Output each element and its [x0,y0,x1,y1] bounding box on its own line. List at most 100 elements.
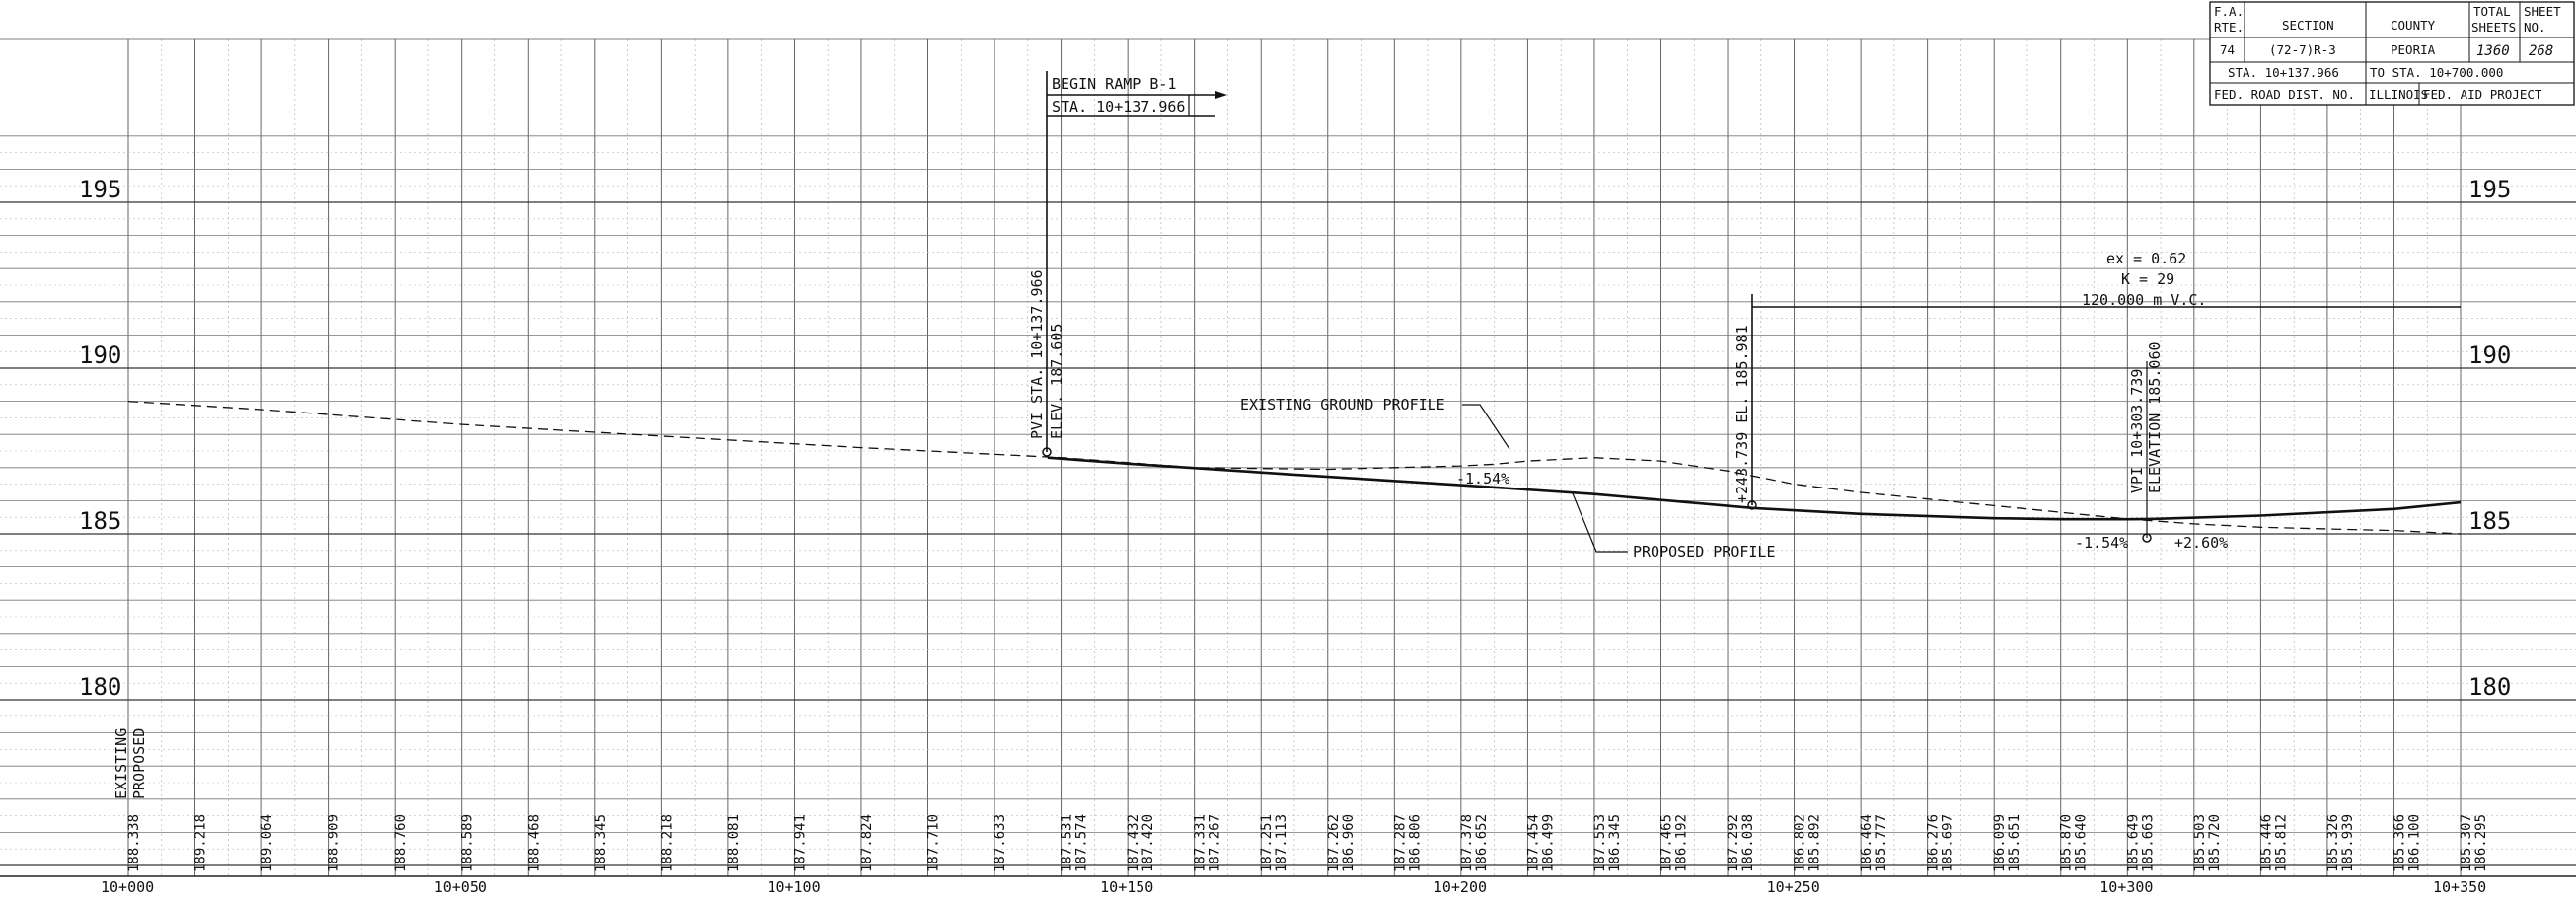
existing-elevation-value: 188.218 [659,814,675,872]
y-tick-label-right: 185 [2468,507,2511,535]
x-tick-label: 10+050 [434,878,487,896]
existing-ground-label: EXISTING GROUND PROFILE [1240,396,1445,413]
proposed-elevation-value: 186.100 [2406,814,2422,872]
proposed-elevation-value: 185.663 [2140,814,2156,872]
ex-value-text: ex = 0.62 [2106,250,2186,267]
existing-elevation-value: 185.649 [2125,814,2141,872]
existing-elevation-value: 189.064 [259,814,275,872]
existing-elevation-value: 185.307 [2459,814,2474,872]
existing-elevation-value: 185.870 [2059,814,2075,872]
proposed-elevation-value: 186.806 [1407,814,1423,872]
existing-elevation-value: 188.589 [460,814,476,872]
sheet-no-label: SHEET [2524,4,2561,19]
existing-elevation-value: 187.432 [1126,814,1141,872]
sheet-no-label-2: NO. [2524,20,2546,35]
existing-ground-line [127,400,2462,535]
state-name: ILLINOIS [2369,87,2428,102]
y-tick-label-left: 185 [79,507,121,535]
total-sheets-value: 1360 [2476,43,2510,59]
proposed-elevation-value: 185.939 [2340,814,2356,872]
y-tick-label-left: 195 [79,176,121,203]
existing-elevation-value: 187.553 [1592,814,1608,872]
existing-elevation-value: 187.454 [1525,814,1541,872]
existing-elevation-value: 187.292 [1726,814,1741,872]
station-to: TO STA. 10+700.000 [2370,65,2503,80]
existing-elevation-value: 185.366 [2392,814,2407,872]
pc-station-text: +243.739 EL. 185.981 [1733,325,1751,503]
proposed-elevation-value: 186.345 [1607,814,1623,872]
section-value: (72-7)R-3 [2269,42,2336,57]
vc-length-text: 120.000 m V.C. [2082,291,2206,309]
fa-rte-value: 74 [2220,42,2235,57]
total-sheets-label: TOTAL [2473,4,2511,19]
proposed-elevation-value: 185.812 [2273,814,2289,872]
profile-lines [127,400,2462,535]
x-tick-label: 10+200 [1434,878,1487,896]
station-from: STA. 10+137.966 [2228,65,2339,80]
y-tick-label-right: 190 [2468,341,2511,369]
proposed-elevation-value: 185.720 [2207,814,2223,872]
pvi-elevation-text: ELEV. 187.605 [1048,324,1066,439]
x-tick-label: 10+000 [101,878,154,896]
pc-point [1747,500,1757,510]
existing-elevation-value: 188.081 [726,814,742,872]
title-block: F.A. RTE. SECTION COUNTY TOTAL SHEETS SH… [2209,1,2575,106]
proposed-elevation-value: 187.574 [1074,814,1090,872]
proposed-elevation-value: 185.892 [1807,814,1823,872]
proposed-elevation-value: 185.640 [2074,814,2090,872]
proposed-elevation-value: 185.777 [1874,814,1889,872]
existing-elevation-value: 187.465 [1658,814,1674,872]
y-tick-label-right: 195 [2468,176,2511,203]
proposed-elevation-value: 186.499 [1540,814,1556,872]
grade-label-1: -1.54% [1456,470,1509,488]
begin-ramp-station: STA. 10+137.966 [1052,98,1185,115]
fed-aid-project: FED. AID PROJECT [2423,87,2542,102]
grid [0,38,2576,877]
grade-label-2: -1.54% [2075,534,2128,552]
existing-elevation-value: 186.802 [1793,814,1808,872]
x-tick-label: 10+100 [767,878,820,896]
pvi-annotation: PVI STA. 10+137.966 ELEV. 187.605 [1028,269,1066,439]
existing-elevation-value: 185.446 [2258,814,2274,872]
existing-elevation-value: 187.262 [1326,814,1342,872]
y-axis-labels: 195 195 190 190 185 185 180 180 [79,176,2511,701]
section-label: SECTION [2282,18,2334,33]
existing-elevation-value: 187.251 [1259,814,1275,872]
proposed-elevation-value: 186.192 [1673,814,1689,872]
fed-road-dist: FED. ROAD DIST. NO. [2214,87,2355,102]
pvi-station-text: PVI STA. 10+137.966 [1028,269,1046,439]
x-tick-label: 10+250 [1767,878,1820,896]
x-tick-label: 10+300 [2099,878,2153,896]
existing-elevation-value: 185.326 [2325,814,2341,872]
proposed-profile-line [1047,456,2462,521]
vpi-elevation-text: ELEVATION 185.060 [2146,341,2164,493]
existing-elevation-value: 188.909 [327,814,342,872]
existing-elevation-value: 188.338 [126,814,142,872]
proposed-elevation-value: 186.960 [1341,814,1357,872]
existing-elevation-value: 187.941 [792,814,808,872]
proposed-elevation-value: 187.267 [1208,814,1223,872]
existing-row-label: EXISTING [112,728,130,799]
proposed-elevation-value: 185.697 [1941,814,1956,872]
existing-elevation-value: 188.468 [526,814,542,872]
existing-elevation-value: 186.099 [1992,814,2008,872]
proposed-profile-label: PROPOSED PROFILE [1633,543,1776,561]
y-tick-label-left: 180 [79,673,121,701]
fa-rte-label-2: RTE. [2214,20,2244,35]
fa-rte-label: F.A. [2214,4,2244,19]
existing-elevation-value: 186.464 [1859,814,1875,872]
proposed-elevation-value: 186.295 [2473,814,2489,872]
county-label: COUNTY [2391,18,2436,33]
profile-callouts: EXISTING GROUND PROFILE PROPOSED PROFILE… [112,396,2228,799]
begin-ramp-title: BEGIN RAMP B-1 [1052,75,1176,93]
existing-elevation-value: 186.276 [1926,814,1942,872]
y-tick-label-right: 180 [2468,673,2511,701]
proposed-elevation-value: 185.651 [2007,814,2023,872]
k-value-text: K = 29 [2121,270,2174,288]
x-tick-label: 10+150 [1100,878,1153,896]
vpi-point [2142,533,2152,543]
existing-elevation-value: 187.633 [993,814,1008,872]
proposed-elevation-value: 186.652 [1474,814,1490,872]
